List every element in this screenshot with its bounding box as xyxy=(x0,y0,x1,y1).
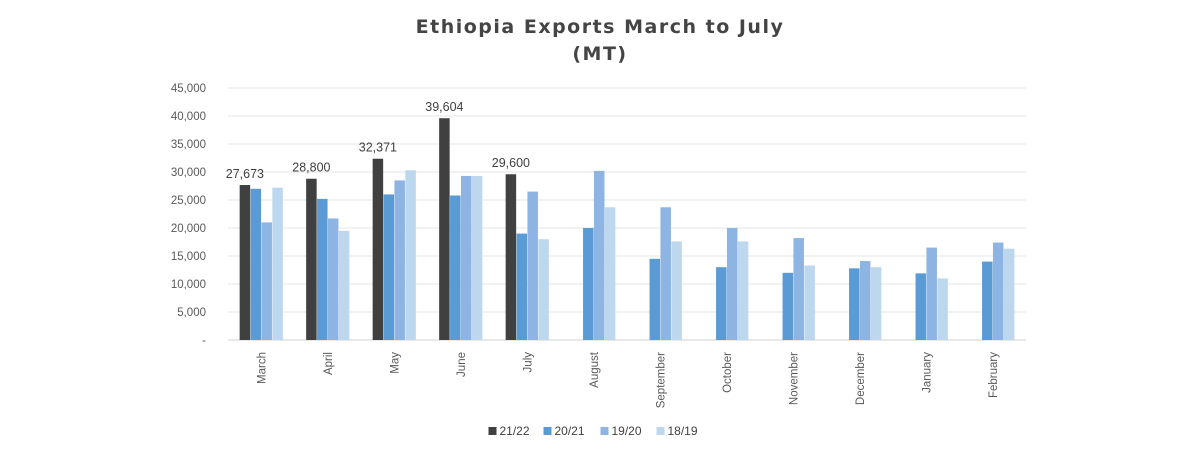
y-tick-label: 30,000 xyxy=(171,167,206,179)
bar-19-20-may xyxy=(394,180,405,340)
bar-20-21-october xyxy=(716,267,727,340)
x-tick-label: January xyxy=(921,352,933,393)
data-label: 32,371 xyxy=(359,141,397,155)
x-tick-label: June xyxy=(456,352,468,377)
legend-label: 19/20 xyxy=(612,424,642,438)
bar-21-22-july xyxy=(505,174,517,340)
bar-18-19-march xyxy=(272,187,283,340)
bar-19-20-november xyxy=(793,238,804,340)
bar-19-20-march xyxy=(261,222,272,340)
x-tick-label: October xyxy=(722,352,734,393)
y-tick-label: 45,000 xyxy=(171,83,206,95)
data-label: 29,600 xyxy=(492,156,530,170)
bar-20-21-july xyxy=(516,233,528,340)
x-tick-label: May xyxy=(389,352,401,374)
bar-18-19-november xyxy=(804,265,815,340)
y-tick-label: 15,000 xyxy=(171,251,206,263)
legend-swatch xyxy=(600,427,609,435)
bar-18-19-june xyxy=(471,175,483,340)
bar-18-19-december xyxy=(870,267,882,340)
y-tick-label: 10,000 xyxy=(171,279,206,291)
bar-20-21-march xyxy=(250,188,262,340)
bar-19-20-december xyxy=(859,261,871,340)
bar-20-21-may xyxy=(383,194,395,340)
bar-19-20-february xyxy=(992,242,1004,340)
x-tick-label: August xyxy=(589,351,601,388)
legend-swatch xyxy=(543,427,552,435)
x-tick-label: April xyxy=(323,352,335,375)
y-tick-label: 20,000 xyxy=(171,223,206,235)
legend-label: 18/19 xyxy=(668,424,698,438)
bar-20-21-february xyxy=(982,261,993,340)
bar-19-20-july xyxy=(527,191,538,340)
bar-20-21-january xyxy=(915,273,927,340)
bar-18-19-january xyxy=(937,278,948,340)
bar-20-21-june xyxy=(450,195,461,340)
x-tick-label: July xyxy=(522,352,534,373)
bar-18-19-february xyxy=(1003,248,1015,340)
bar-19-20-june xyxy=(460,175,472,340)
y-tick-label: - xyxy=(202,335,206,347)
bar-19-20-april xyxy=(327,218,339,340)
bar-19-20-september xyxy=(660,207,671,340)
bar-19-20-august xyxy=(593,170,605,340)
bar-18-19-october xyxy=(737,241,749,340)
data-label: 28,800 xyxy=(292,161,330,175)
x-tick-label: March xyxy=(256,352,268,384)
bar-20-21-september xyxy=(649,258,661,340)
y-tick-label: 25,000 xyxy=(171,195,206,207)
y-tick-label: 40,000 xyxy=(171,111,206,123)
bar-18-19-april xyxy=(338,230,350,340)
legend-label: 21/22 xyxy=(500,424,530,438)
bar-20-21-april xyxy=(317,198,328,340)
x-tick-label: September xyxy=(655,352,667,408)
bar-21-22-march xyxy=(239,185,251,340)
bar-21-22-june xyxy=(439,118,450,341)
bar-18-19-september xyxy=(671,241,682,340)
bar-19-20-october xyxy=(726,228,738,340)
bar-20-21-november xyxy=(782,272,794,340)
bar-18-19-july xyxy=(538,239,549,340)
bar-18-19-may xyxy=(405,170,416,340)
x-tick-label: November xyxy=(788,352,800,405)
y-tick-label: 5,000 xyxy=(177,307,206,319)
legend-swatch xyxy=(488,427,497,435)
chart-title: Ethiopia Exports March to July xyxy=(415,16,785,38)
chart-subtitle: (MT) xyxy=(572,43,628,65)
bar-18-19-august xyxy=(604,207,616,340)
bar-20-21-august xyxy=(583,228,594,340)
bar-21-22-may xyxy=(372,158,384,340)
data-label: 27,673 xyxy=(226,167,264,181)
legend-swatch xyxy=(656,427,665,435)
bar-19-20-january xyxy=(926,247,937,340)
bar-20-21-december xyxy=(849,268,860,340)
data-label: 39,604 xyxy=(425,100,463,114)
bar-21-22-april xyxy=(306,178,317,340)
x-tick-label: February xyxy=(988,352,1000,398)
legend-label: 20/21 xyxy=(555,424,585,438)
x-tick-label: December xyxy=(855,352,867,405)
y-tick-label: 35,000 xyxy=(171,139,206,151)
